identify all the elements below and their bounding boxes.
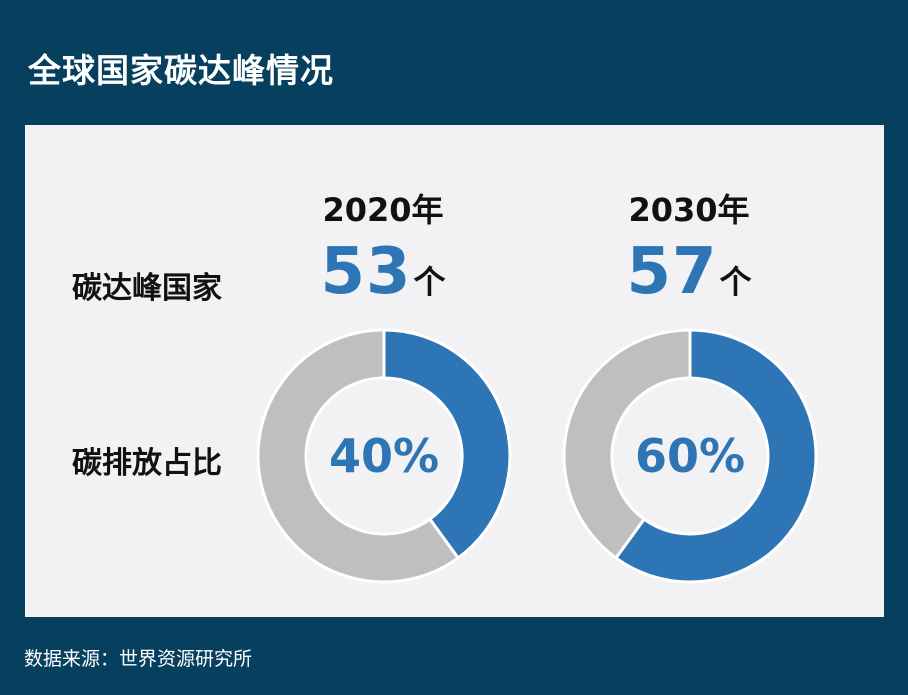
count-unit-2020: 个 [413,263,446,301]
year-label-2020: 2020年 [322,191,444,229]
count-2030: 57个 [579,235,799,309]
center-label-2030: 60% [635,429,745,483]
page-title: 全球国家碳达峰情况 [28,51,334,90]
donut-chart-2030: 60% [562,328,818,584]
row-label-peak-countries: 碳达峰国家 [72,271,222,306]
center-label-2020: 40% [329,429,439,483]
count-unit-2030: 个 [719,263,752,301]
row-label-emission-share: 碳排放占比 [72,446,222,481]
donut-slice-share [382,328,512,561]
count-value-2030: 57 [626,235,718,309]
count-2020: 53个 [273,235,493,309]
chart-panel: 碳达峰国家 碳排放占比 2020年 53个 40% 2030年 57个 60% [25,125,884,617]
donut-slice-share [613,328,818,584]
data-source-note: 数据来源：世界资源研究所 [24,648,253,670]
donut-chart-2020: 40% [256,328,512,584]
donut-slice-remainder [562,328,692,561]
count-value-2020: 53 [320,235,412,309]
year-label-2030: 2030年 [628,191,750,229]
donut-slice-remainder [256,328,461,584]
